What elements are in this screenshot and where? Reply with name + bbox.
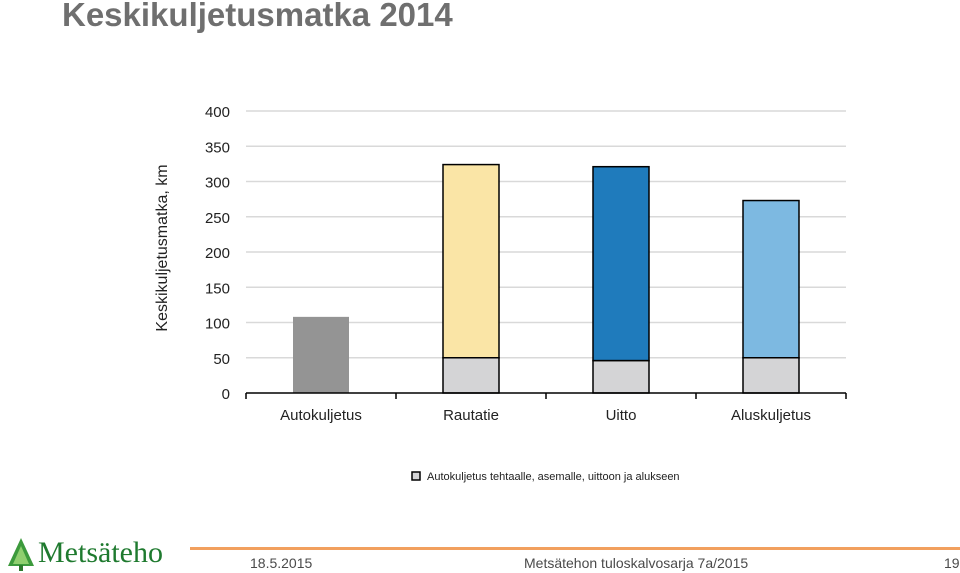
- x-tick-label: Aluskuljetus: [731, 407, 811, 424]
- legend-label: Autokuljetus tehtaalle, asemalle, uittoo…: [427, 471, 680, 483]
- bar-aluskuljetus-segment-0: [742, 357, 800, 394]
- y-tick-label: 50: [213, 351, 230, 368]
- metsateho-logo-icon: [8, 538, 34, 571]
- bar-rautatie-segment-1: [442, 163, 500, 359]
- bar-uitto-segment-1: [592, 165, 650, 362]
- x-tick-labels: Autokuljetus Rautatie Uitto Aluskuljetus: [280, 407, 811, 424]
- bar-rautatie-segment-0: [442, 357, 500, 394]
- bars: [293, 163, 800, 394]
- y-tick-label: 0: [222, 386, 230, 403]
- y-tick-label: 300: [205, 175, 230, 192]
- slide-title: Keskikuljetusmatka 2014: [62, 0, 453, 33]
- legend: Autokuljetus tehtaalle, asemalle, uittoo…: [411, 471, 680, 483]
- bar-chart: 0 50 100 150 200 250 300 350 400 Autokuljetus Rau…: [154, 104, 847, 483]
- bar-aluskuljetus-segment-1: [742, 199, 800, 359]
- y-axis-label: Keskikuljetusmatka, km: [154, 164, 171, 331]
- y-tick-label: 250: [205, 210, 230, 227]
- footer-divider: [190, 547, 960, 550]
- y-tick-label: 400: [205, 104, 230, 121]
- legend-swatch: [411, 471, 421, 481]
- x-axis: [245, 392, 847, 399]
- bar-uitto-segment-0: [592, 359, 650, 394]
- y-tick-label: 350: [205, 139, 230, 156]
- y-tick-label: 100: [205, 316, 230, 333]
- y-tick-label: 200: [205, 245, 230, 262]
- bar-autokuljetus-segment-0: [293, 316, 349, 393]
- x-tick-label: Rautatie: [443, 407, 499, 424]
- page-number: 19: [944, 555, 960, 571]
- x-tick-label: Autokuljetus: [280, 407, 362, 424]
- x-tick-label: Uitto: [606, 407, 637, 424]
- y-tick-labels: 0 50 100 150 200 250 300 350 400: [205, 104, 230, 403]
- footer-date: 18.5.2015: [250, 555, 313, 571]
- footer-series-name: Metsätehon tuloskalvosarja 7a/2015: [524, 555, 749, 571]
- y-tick-label: 150: [205, 280, 230, 297]
- logo-text: Metsäteho: [38, 536, 163, 569]
